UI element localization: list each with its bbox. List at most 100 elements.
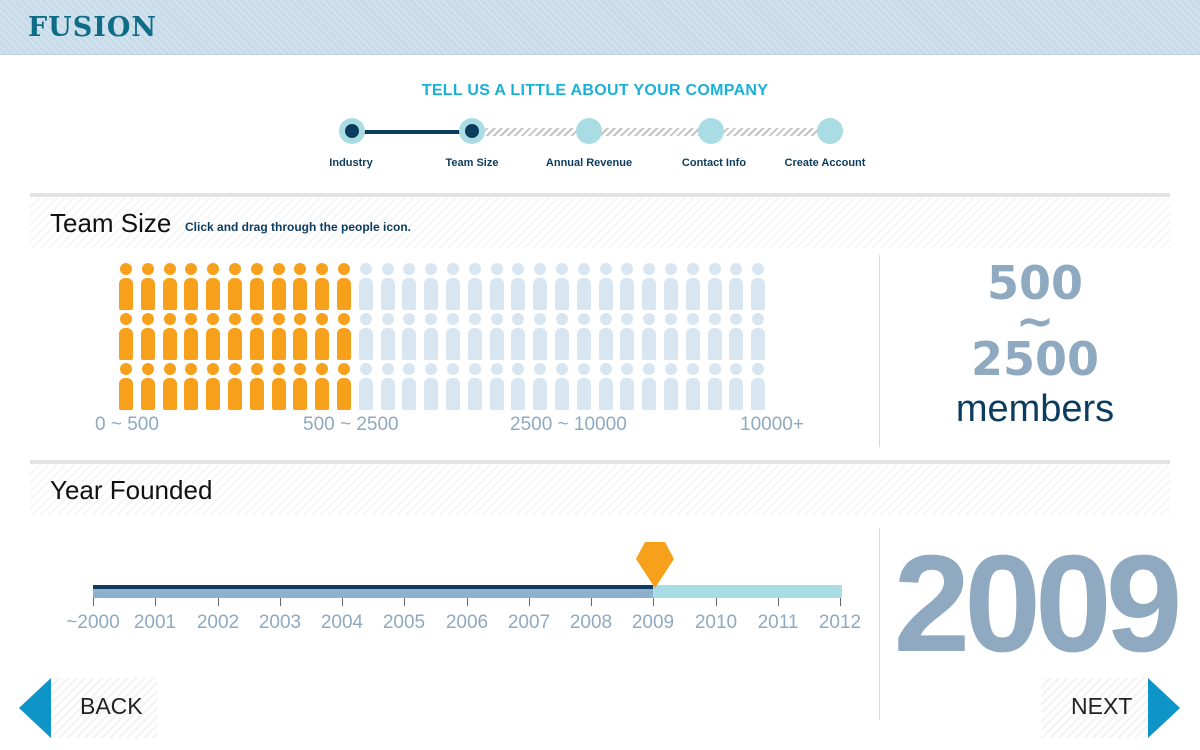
person-icon[interactable] bbox=[446, 313, 460, 360]
person-icon[interactable] bbox=[359, 313, 373, 360]
person-icon[interactable] bbox=[490, 363, 504, 410]
person-icon[interactable] bbox=[206, 313, 220, 360]
year-label[interactable]: 2006 bbox=[445, 612, 489, 633]
person-icon[interactable] bbox=[490, 263, 504, 310]
step-label-create-account[interactable]: Create Account bbox=[784, 157, 866, 169]
person-icon[interactable] bbox=[228, 313, 242, 360]
year-label[interactable]: 2003 bbox=[258, 612, 302, 633]
step-label-contact-info[interactable]: Contact Info bbox=[681, 157, 747, 169]
person-icon[interactable] bbox=[708, 363, 722, 410]
person-icon[interactable] bbox=[163, 313, 177, 360]
person-icon[interactable] bbox=[511, 263, 525, 310]
person-icon[interactable] bbox=[228, 263, 242, 310]
year-label[interactable]: ~2000 bbox=[66, 612, 120, 633]
person-icon[interactable] bbox=[533, 263, 547, 310]
person-icon[interactable] bbox=[250, 263, 264, 310]
year-label[interactable]: 2009 bbox=[631, 612, 675, 633]
person-icon[interactable] bbox=[642, 263, 656, 310]
person-icon[interactable] bbox=[577, 263, 591, 310]
person-icon[interactable] bbox=[272, 313, 286, 360]
year-label[interactable]: 2007 bbox=[507, 612, 551, 633]
person-icon[interactable] bbox=[708, 313, 722, 360]
person-icon[interactable] bbox=[599, 363, 613, 410]
year-label[interactable]: 2002 bbox=[196, 612, 240, 633]
person-icon[interactable] bbox=[184, 313, 198, 360]
person-icon[interactable] bbox=[533, 313, 547, 360]
person-icon[interactable] bbox=[381, 363, 395, 410]
person-icon[interactable] bbox=[729, 363, 743, 410]
person-icon[interactable] bbox=[163, 363, 177, 410]
next-arrow-icon[interactable] bbox=[1148, 678, 1180, 738]
year-label[interactable]: 2005 bbox=[382, 612, 426, 633]
person-icon[interactable] bbox=[337, 263, 351, 310]
year-label[interactable]: 2001 bbox=[133, 612, 177, 633]
person-icon[interactable] bbox=[206, 263, 220, 310]
person-icon[interactable] bbox=[163, 263, 177, 310]
person-icon[interactable] bbox=[751, 363, 765, 410]
person-icon[interactable] bbox=[642, 313, 656, 360]
person-icon[interactable] bbox=[686, 263, 700, 310]
person-icon[interactable] bbox=[359, 363, 373, 410]
person-icon[interactable] bbox=[490, 313, 504, 360]
step-label-team-size[interactable]: Team Size bbox=[445, 157, 499, 169]
person-icon[interactable] bbox=[620, 363, 634, 410]
person-icon[interactable] bbox=[272, 363, 286, 410]
person-icon[interactable] bbox=[141, 263, 155, 310]
person-icon[interactable] bbox=[184, 363, 198, 410]
person-icon[interactable] bbox=[228, 363, 242, 410]
range-label-10000-plus[interactable]: 10000+ bbox=[740, 414, 804, 435]
person-icon[interactable] bbox=[729, 313, 743, 360]
person-icon[interactable] bbox=[315, 263, 329, 310]
person-icon[interactable] bbox=[206, 363, 220, 410]
person-icon[interactable] bbox=[402, 313, 416, 360]
person-icon[interactable] bbox=[555, 313, 569, 360]
step-dot-annual-revenue[interactable] bbox=[576, 118, 602, 144]
person-icon[interactable] bbox=[751, 313, 765, 360]
next-button[interactable]: NEXT bbox=[1071, 693, 1133, 719]
person-icon[interactable] bbox=[664, 313, 678, 360]
person-icon[interactable] bbox=[424, 313, 438, 360]
person-icon[interactable] bbox=[686, 313, 700, 360]
person-icon[interactable] bbox=[141, 313, 155, 360]
person-icon[interactable] bbox=[511, 313, 525, 360]
year-label[interactable]: 2004 bbox=[320, 612, 364, 633]
person-icon[interactable] bbox=[577, 363, 591, 410]
person-icon[interactable] bbox=[293, 313, 307, 360]
person-icon[interactable] bbox=[511, 363, 525, 410]
person-icon[interactable] bbox=[686, 363, 700, 410]
person-icon[interactable] bbox=[119, 313, 133, 360]
person-icon[interactable] bbox=[664, 363, 678, 410]
range-label-0-500[interactable]: 0 ~ 500 bbox=[95, 414, 159, 435]
person-icon[interactable] bbox=[468, 263, 482, 310]
step-dot-create-account[interactable] bbox=[817, 118, 843, 144]
person-icon[interactable] bbox=[119, 263, 133, 310]
step-dot-contact-info[interactable] bbox=[698, 118, 724, 144]
person-icon[interactable] bbox=[359, 263, 373, 310]
range-label-500-2500[interactable]: 500 ~ 2500 bbox=[303, 414, 399, 435]
year-label[interactable]: 2012 bbox=[818, 612, 862, 633]
person-icon[interactable] bbox=[468, 363, 482, 410]
year-label[interactable]: 2011 bbox=[757, 612, 799, 633]
person-icon[interactable] bbox=[424, 363, 438, 410]
person-icon[interactable] bbox=[468, 313, 482, 360]
person-icon[interactable] bbox=[642, 363, 656, 410]
person-icon[interactable] bbox=[315, 313, 329, 360]
person-icon[interactable] bbox=[424, 263, 438, 310]
step-dot-team-size[interactable] bbox=[459, 118, 485, 144]
person-icon[interactable] bbox=[402, 263, 416, 310]
person-icon[interactable] bbox=[664, 263, 678, 310]
back-button[interactable]: BACK bbox=[80, 693, 143, 719]
person-icon[interactable] bbox=[751, 263, 765, 310]
person-icon[interactable] bbox=[729, 263, 743, 310]
person-icon[interactable] bbox=[141, 363, 155, 410]
step-label-annual-revenue[interactable]: Annual Revenue bbox=[545, 157, 633, 169]
person-icon[interactable] bbox=[337, 313, 351, 360]
year-label[interactable]: 2010 bbox=[694, 612, 738, 633]
person-icon[interactable] bbox=[315, 363, 329, 410]
person-icon[interactable] bbox=[620, 263, 634, 310]
person-icon[interactable] bbox=[337, 363, 351, 410]
back-arrow-icon[interactable] bbox=[19, 678, 51, 738]
person-icon[interactable] bbox=[381, 263, 395, 310]
range-label-2500-10000[interactable]: 2500 ~ 10000 bbox=[510, 414, 627, 435]
person-icon[interactable] bbox=[272, 263, 286, 310]
